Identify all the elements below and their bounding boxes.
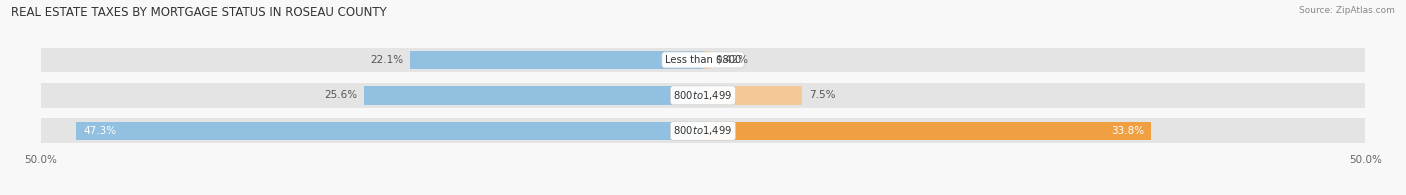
- Text: 0.42%: 0.42%: [716, 55, 748, 65]
- Bar: [703, 122, 1152, 140]
- Text: 7.5%: 7.5%: [808, 90, 835, 100]
- Bar: [703, 86, 803, 105]
- Bar: [364, 86, 703, 105]
- Bar: [41, 48, 1365, 72]
- Text: REAL ESTATE TAXES BY MORTGAGE STATUS IN ROSEAU COUNTY: REAL ESTATE TAXES BY MORTGAGE STATUS IN …: [11, 6, 387, 19]
- Bar: [76, 122, 703, 140]
- Text: Source: ZipAtlas.com: Source: ZipAtlas.com: [1299, 6, 1395, 15]
- Text: 22.1%: 22.1%: [370, 55, 404, 65]
- Bar: [41, 83, 1365, 108]
- Text: 33.8%: 33.8%: [1111, 126, 1144, 136]
- Text: $800 to $1,499: $800 to $1,499: [673, 89, 733, 102]
- Bar: [41, 118, 1365, 143]
- Text: 25.6%: 25.6%: [323, 90, 357, 100]
- Text: 47.3%: 47.3%: [83, 126, 117, 136]
- Bar: [411, 51, 703, 69]
- Text: $800 to $1,499: $800 to $1,499: [673, 124, 733, 137]
- Text: Less than $800: Less than $800: [665, 55, 741, 65]
- Bar: [703, 51, 709, 69]
- Legend: Without Mortgage, With Mortgage: Without Mortgage, With Mortgage: [596, 193, 810, 195]
